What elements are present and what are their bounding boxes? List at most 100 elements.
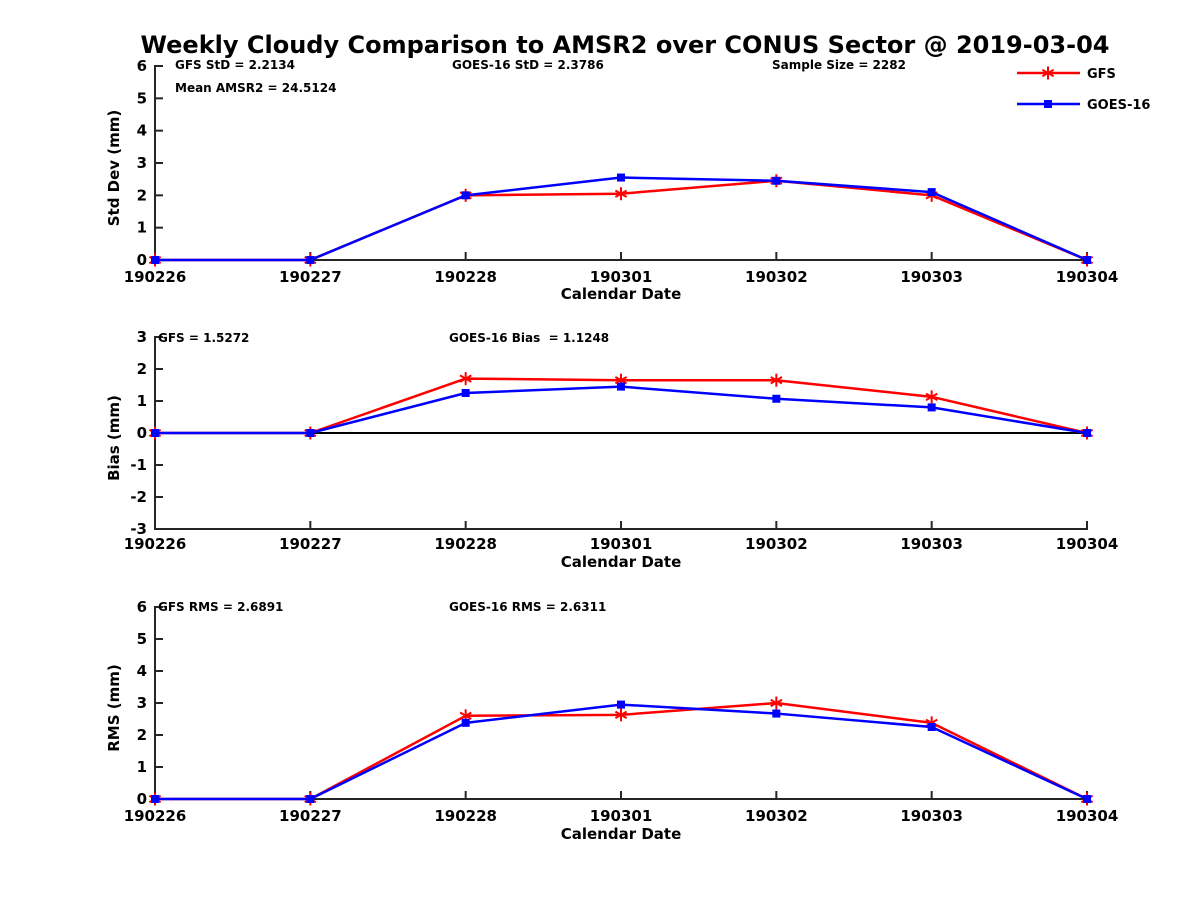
x-tick-label: 190226 bbox=[124, 268, 187, 286]
x-tick-label: 190302 bbox=[745, 807, 808, 825]
annotation: GOES-16 StD = 2.3786 bbox=[452, 58, 604, 72]
x-axis-title: Calendar Date bbox=[561, 553, 682, 571]
annotation: GOES-16 Bias = 1.1248 bbox=[449, 331, 609, 345]
legend-item-goes16: GOES-16 bbox=[1017, 98, 1150, 113]
marker-goes16 bbox=[306, 256, 315, 264]
x-axis-title: Calendar Date bbox=[561, 825, 682, 843]
x-tick-label: 190303 bbox=[900, 807, 963, 825]
marker-gfs bbox=[459, 372, 472, 386]
y-axis-title: RMS (mm) bbox=[105, 664, 123, 751]
marker-goes16 bbox=[151, 429, 159, 437]
marker-goes16 bbox=[617, 173, 625, 182]
asterisk-spoke bbox=[459, 374, 472, 383]
y-tick-label: 2 bbox=[137, 186, 147, 204]
marker-goes16 bbox=[306, 429, 315, 437]
asterisk-spoke bbox=[925, 392, 938, 401]
marker-goes16 bbox=[772, 394, 781, 403]
asterisk-spoke bbox=[614, 710, 628, 719]
marker-goes16 bbox=[772, 709, 781, 718]
marker-goes16 bbox=[772, 176, 781, 185]
annotation: GFS RMS = 2.6891 bbox=[158, 600, 283, 614]
marker-gfs bbox=[614, 708, 628, 722]
y-tick-label: 3 bbox=[137, 154, 147, 172]
marker-goes16 bbox=[461, 191, 470, 200]
x-tick-label: 190302 bbox=[745, 268, 808, 286]
chart-std-dev: 0 1 2 3 4 5 6 190226 190227 190228 190301 190302 190… bbox=[105, 57, 1150, 303]
marker-goes16 bbox=[927, 403, 936, 412]
marker-goes16 bbox=[151, 256, 159, 264]
chart-bias: -3 -2 -1 0 1 2 3 190226 190227 190228 190301 190302… bbox=[105, 328, 1118, 571]
asterisk-spoke bbox=[1041, 68, 1055, 78]
asterisk-spoke bbox=[614, 376, 628, 385]
marker-goes16 bbox=[1083, 429, 1091, 437]
x-tick-label: 190304 bbox=[1056, 807, 1119, 825]
x-tick-label: 190304 bbox=[1056, 535, 1119, 553]
figure-title: Weekly Cloudy Comparison to AMSR2 over C… bbox=[140, 31, 1110, 59]
y-tick-label: 0 bbox=[137, 790, 147, 808]
legend-label-gfs: GFS bbox=[1087, 67, 1116, 82]
marker-goes16 bbox=[927, 188, 936, 197]
x-tick-label: 190226 bbox=[124, 535, 187, 553]
chart-rms: 0 1 2 3 4 5 6 190226 190227 190228 190301 190302 190… bbox=[105, 598, 1118, 843]
annotation: GFS = 1.5272 bbox=[158, 331, 249, 345]
marker-goes16 bbox=[617, 700, 625, 709]
x-tick-label: 190301 bbox=[590, 268, 653, 286]
y-tick-label: 0 bbox=[137, 424, 147, 442]
y-tick-label: 3 bbox=[137, 328, 147, 346]
asterisk-spoke bbox=[770, 698, 783, 708]
marker-goes16 bbox=[1044, 100, 1052, 108]
y-tick-label: 6 bbox=[137, 57, 147, 75]
y-axis-title: Bias (mm) bbox=[105, 395, 123, 481]
y-tick-label: 5 bbox=[137, 89, 147, 107]
x-axis-title: Calendar Date bbox=[561, 285, 682, 303]
x-tick-label: 190227 bbox=[279, 268, 342, 286]
y-tick-label: 1 bbox=[137, 392, 147, 410]
annotation: GOES-16 RMS = 2.6311 bbox=[449, 600, 606, 614]
x-tick-label: 190301 bbox=[590, 535, 653, 553]
y-tick-label: -3 bbox=[130, 520, 147, 538]
legend: GFS GOES-16 bbox=[1017, 66, 1150, 113]
marker-goes16 bbox=[461, 389, 470, 397]
annotation: GFS StD = 2.2134 bbox=[175, 58, 295, 72]
marker-goes16 bbox=[461, 718, 470, 727]
asterisk-spoke bbox=[614, 189, 628, 198]
legend-item-gfs: GFS bbox=[1017, 66, 1116, 82]
asterisk-spoke bbox=[770, 376, 783, 385]
y-tick-label: 6 bbox=[137, 598, 147, 616]
x-tick-label: 190303 bbox=[900, 535, 963, 553]
marker-goes16 bbox=[306, 795, 315, 803]
marker-gfs bbox=[770, 373, 783, 387]
marker-gfs bbox=[1041, 66, 1055, 80]
y-tick-label: 1 bbox=[137, 758, 147, 776]
x-tick-label: 190227 bbox=[279, 535, 342, 553]
x-tick-label: 190304 bbox=[1056, 268, 1119, 286]
asterisk-spoke bbox=[459, 711, 472, 720]
x-tick-label: 190303 bbox=[900, 268, 963, 286]
marker-goes16 bbox=[617, 382, 625, 391]
annotation: Mean AMSR2 = 24.5124 bbox=[175, 81, 336, 95]
x-tick-label: 190227 bbox=[279, 807, 342, 825]
y-tick-label: 3 bbox=[137, 694, 147, 712]
y-tick-label: -1 bbox=[130, 456, 147, 474]
marker-gfs bbox=[770, 696, 783, 710]
marker-gfs bbox=[925, 390, 938, 404]
x-tick-label: 190228 bbox=[434, 268, 497, 286]
marker-goes16 bbox=[151, 795, 159, 803]
legend-label-goes16: GOES-16 bbox=[1087, 98, 1150, 113]
y-tick-label: 2 bbox=[137, 360, 147, 378]
y-tick-label: 1 bbox=[137, 219, 147, 237]
y-tick-label: 0 bbox=[137, 251, 147, 269]
y-tick-label: 2 bbox=[137, 726, 147, 744]
x-tick-label: 190228 bbox=[434, 807, 497, 825]
marker-goes16 bbox=[1083, 795, 1091, 803]
annotation: Sample Size = 2282 bbox=[772, 58, 906, 72]
marker-goes16 bbox=[927, 723, 936, 731]
y-tick-label: -2 bbox=[130, 488, 147, 506]
y-tick-label: 4 bbox=[137, 122, 147, 140]
x-tick-label: 190301 bbox=[590, 807, 653, 825]
y-tick-label: 4 bbox=[137, 662, 147, 680]
x-tick-label: 190228 bbox=[434, 535, 497, 553]
y-axis-title: Std Dev (mm) bbox=[105, 110, 123, 227]
